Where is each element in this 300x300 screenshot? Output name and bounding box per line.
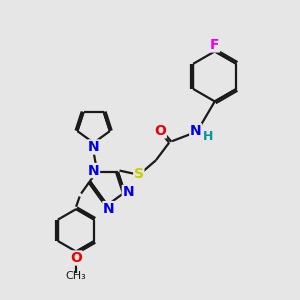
Text: O: O xyxy=(154,124,166,138)
Text: N: N xyxy=(88,164,99,178)
Text: N: N xyxy=(88,140,99,154)
Text: N: N xyxy=(190,124,202,138)
Text: O: O xyxy=(70,251,82,265)
Text: S: S xyxy=(134,167,144,181)
Text: N: N xyxy=(103,202,115,216)
Text: H: H xyxy=(203,130,213,143)
Text: N: N xyxy=(122,185,134,200)
Text: CH₃: CH₃ xyxy=(66,271,86,281)
Text: F: F xyxy=(210,38,220,52)
